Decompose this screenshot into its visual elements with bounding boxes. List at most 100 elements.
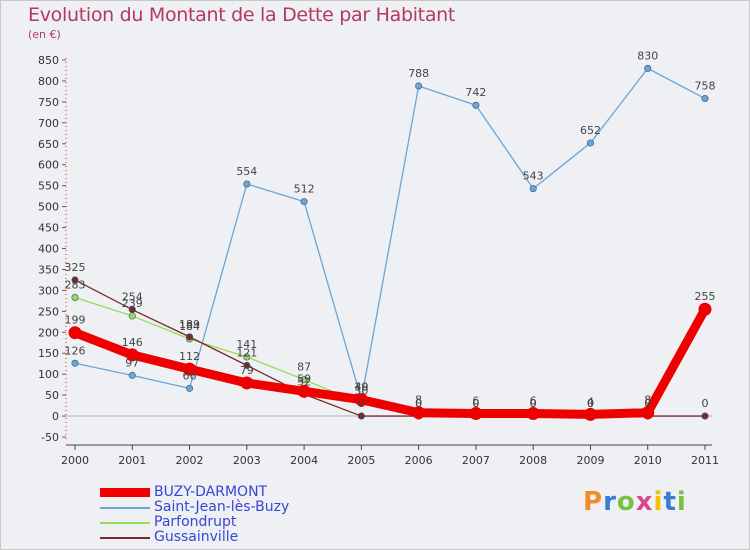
data-point (412, 406, 426, 420)
series-line (74, 279, 706, 417)
logo-letter: r (603, 487, 617, 517)
data-point (698, 302, 712, 316)
legend-swatch (100, 488, 150, 497)
x-tick-label: 2010 (634, 454, 662, 467)
data-point (183, 362, 197, 376)
data-label: 52 (297, 375, 311, 388)
y-tick-label: 150 (38, 347, 59, 360)
y-tick-label: 850 (38, 54, 59, 67)
data-point (128, 306, 136, 314)
logo-letter: t (663, 487, 677, 517)
data-label: 6 (472, 395, 479, 408)
data-label: 189 (179, 318, 200, 331)
logo-letter: i (653, 487, 664, 517)
x-tick-label: 2007 (462, 454, 490, 467)
data-point (71, 359, 79, 367)
data-point (186, 384, 194, 392)
data-label: 254 (122, 291, 143, 304)
legend-swatch (100, 507, 150, 509)
data-label: 66 (183, 369, 197, 382)
data-point (243, 353, 251, 361)
x-tick-label: 2011 (691, 454, 719, 467)
data-label: 0 (587, 397, 594, 410)
y-tick-label: 750 (38, 96, 59, 109)
data-label: 283 (65, 279, 86, 292)
y-tick-label: 550 (38, 180, 59, 193)
data-label: 0 (415, 397, 422, 410)
logo-letter: o (616, 487, 636, 517)
data-label: 40 (354, 380, 368, 393)
data-point (71, 276, 79, 284)
x-tick-label: 2008 (519, 454, 547, 467)
x-tick-label: 2005 (347, 454, 375, 467)
legend-swatch (100, 537, 150, 539)
x-tick-label: 2009 (576, 454, 604, 467)
x-tick-label: 2002 (176, 454, 204, 467)
data-point (701, 95, 709, 103)
x-tick-label: 2001 (118, 454, 146, 467)
data-label: 199 (65, 314, 86, 327)
data-label: 652 (580, 124, 601, 137)
data-label: 0 (472, 397, 479, 410)
data-point (68, 326, 82, 340)
y-tick-label: 650 (38, 138, 59, 151)
data-label: 121 (236, 346, 257, 359)
data-point (300, 198, 308, 206)
data-label: 0 (702, 397, 709, 410)
legend-label: Gussainville (154, 529, 239, 545)
y-tick-label: 400 (38, 243, 59, 256)
y-tick-label: 450 (38, 222, 59, 235)
y-tick-label: 600 (38, 159, 59, 172)
data-point (297, 384, 311, 398)
data-point (354, 393, 368, 407)
data-label: 141 (236, 338, 257, 351)
y-tick-label: 250 (38, 305, 59, 318)
x-tick-label: 2003 (233, 454, 261, 467)
y-tick-label: 0 (52, 410, 59, 423)
data-label: 0 (530, 397, 537, 410)
x-tick-label: 2000 (61, 454, 89, 467)
data-point (240, 376, 254, 390)
x-tick-label: 2004 (290, 454, 318, 467)
legend-label: Parfondrupt (154, 514, 237, 530)
data-label: 4 (587, 395, 594, 408)
data-label: 0 (472, 397, 479, 410)
legend-swatch (100, 522, 150, 524)
logo-letter: i (676, 487, 687, 517)
data-label: 8 (644, 394, 651, 407)
y-tick-label: 100 (38, 368, 59, 381)
y-tick-label: 700 (38, 117, 59, 130)
chart-title: Evolution du Montant de la Dette par Hab… (28, 4, 456, 26)
data-point (644, 64, 652, 72)
logo-letter: P (583, 487, 604, 517)
data-label: 512 (294, 183, 315, 196)
data-point (472, 101, 480, 109)
x-tick-label: 2006 (405, 454, 433, 467)
data-label: 788 (408, 67, 429, 80)
data-point (128, 312, 136, 320)
logo-letter: x (635, 487, 654, 517)
data-label: 0 (644, 397, 651, 410)
data-label: 0 (415, 397, 422, 410)
data-label: 30 (354, 384, 368, 397)
data-label: 184 (179, 320, 200, 333)
data-label: 39 (354, 381, 368, 394)
data-point (357, 412, 365, 420)
data-label: 255 (695, 290, 716, 303)
data-label: 0 (644, 397, 651, 410)
data-point (586, 139, 594, 147)
data-point (128, 371, 136, 379)
data-label: 126 (65, 344, 86, 357)
y-tick-label: -50 (41, 431, 59, 444)
data-label: 543 (523, 170, 544, 183)
legend-label: BUZY-DARMONT (154, 484, 268, 500)
y-tick-label: 800 (38, 75, 59, 88)
data-point (125, 348, 139, 362)
data-label: 325 (65, 261, 86, 274)
series-line (70, 304, 710, 419)
data-label: 0 (587, 397, 594, 410)
y-tick-label: 350 (38, 263, 59, 276)
data-label: 59 (297, 372, 311, 385)
